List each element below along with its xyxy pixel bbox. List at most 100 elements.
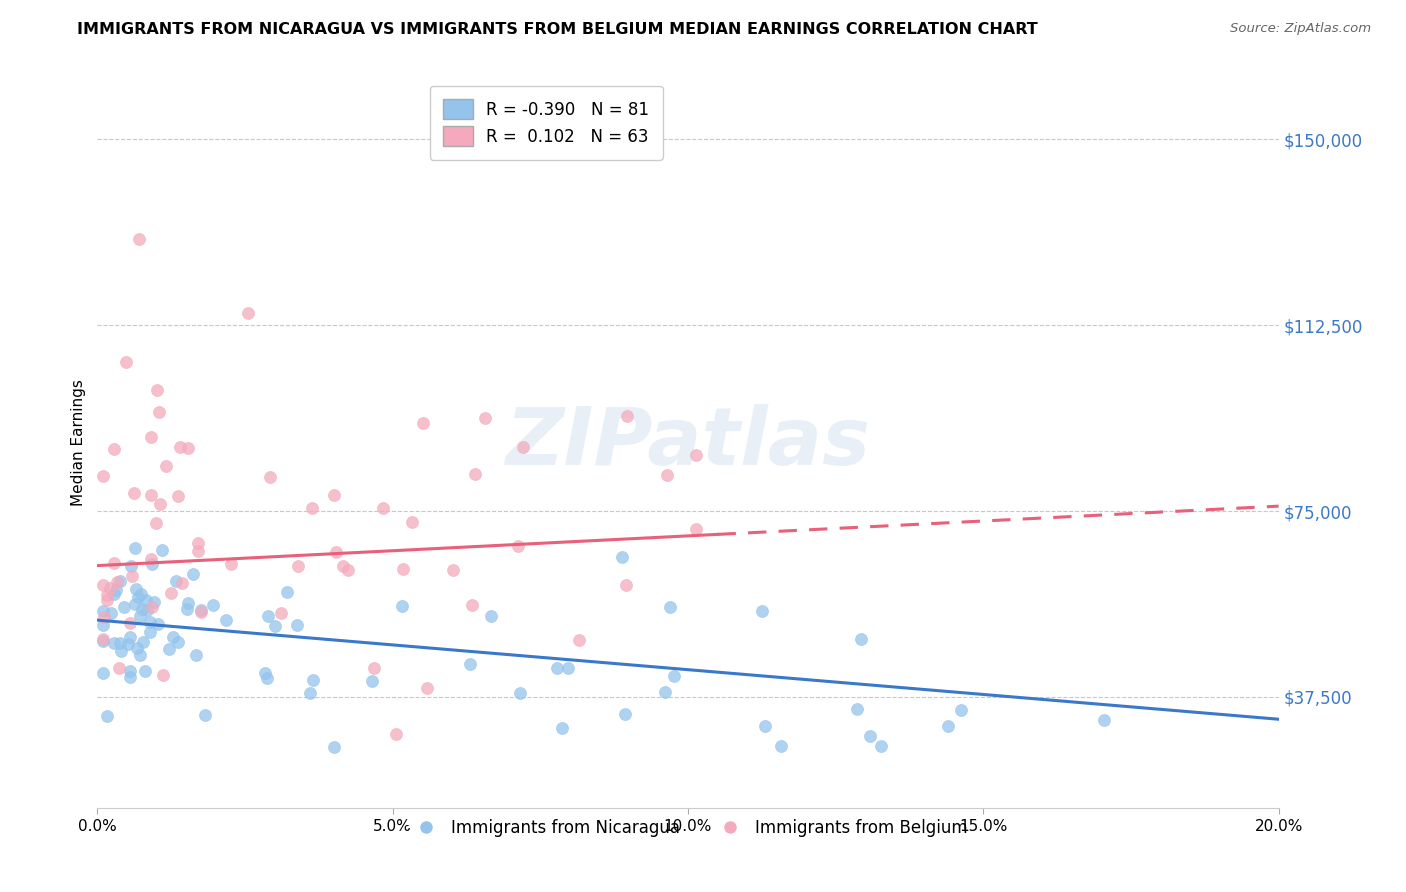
Point (238, 306, 260, 320)
Point (139, 488, 162, 502)
Point (616, 409, 638, 423)
Point (187, 536, 209, 550)
Point (167, 489, 190, 503)
Point (139, 552, 162, 566)
Point (219, 557, 242, 571)
Point (120, 630, 142, 644)
Point (141, 599, 163, 614)
Point (146, 616, 169, 631)
Text: IMMIGRANTS FROM NICARAGUA VS IMMIGRANTS FROM BELGIUM MEDIAN EARNINGS CORRELATION: IMMIGRANTS FROM NICARAGUA VS IMMIGRANTS … (77, 22, 1038, 37)
Point (103, 442, 125, 456)
Point (391, 599, 413, 614)
Point (125, 640, 148, 655)
Point (869, 739, 891, 753)
Point (769, 739, 792, 753)
Point (301, 673, 323, 688)
Point (91, 632, 114, 646)
Point (285, 618, 308, 632)
Point (287, 559, 309, 574)
Point (654, 685, 676, 699)
Point (190, 606, 212, 620)
Point (256, 671, 278, 685)
Point (298, 686, 321, 700)
Point (146, 383, 169, 397)
Point (110, 635, 132, 649)
Point (391, 561, 413, 575)
Point (479, 609, 502, 624)
Point (322, 488, 344, 502)
Point (259, 469, 281, 483)
Point (371, 500, 394, 515)
Point (110, 644, 132, 658)
Point (114, 355, 136, 369)
Point (155, 458, 177, 473)
Point (461, 598, 484, 612)
Point (91, 618, 114, 632)
Point (568, 633, 591, 648)
Point (112, 600, 135, 615)
Point (385, 727, 408, 741)
Point (91, 633, 114, 648)
Point (187, 544, 209, 558)
Point (135, 593, 157, 607)
Point (118, 664, 141, 678)
Point (157, 641, 180, 656)
Point (121, 569, 143, 583)
Point (256, 609, 278, 624)
Point (325, 544, 347, 558)
Point (91, 666, 114, 681)
Point (751, 604, 773, 618)
Point (104, 583, 127, 598)
Point (129, 587, 152, 601)
Point (105, 574, 128, 589)
Point (551, 721, 574, 735)
Point (91, 577, 114, 591)
Point (201, 598, 224, 612)
Point (91, 603, 114, 617)
Point (474, 411, 496, 425)
Point (149, 497, 172, 511)
Point (363, 661, 385, 675)
Point (91, 469, 114, 483)
Point (167, 634, 190, 648)
Point (509, 686, 531, 700)
Point (859, 729, 882, 743)
Point (416, 681, 439, 695)
Point (120, 670, 142, 684)
Point (129, 648, 152, 662)
Point (96, 592, 118, 607)
Point (614, 707, 637, 722)
Point (194, 708, 217, 723)
Point (127, 590, 149, 604)
Point (108, 574, 131, 588)
Point (181, 567, 204, 582)
Point (170, 576, 193, 591)
Point (108, 660, 131, 674)
Point (845, 702, 868, 716)
Point (662, 669, 685, 683)
Point (685, 448, 707, 462)
Point (458, 657, 481, 672)
Point (122, 485, 145, 500)
Point (135, 603, 157, 617)
Point (276, 585, 298, 599)
Point (128, 231, 150, 245)
Point (685, 523, 707, 537)
Point (1092, 714, 1115, 728)
Point (150, 542, 173, 557)
Point (117, 637, 139, 651)
Point (512, 441, 534, 455)
Text: Source: ZipAtlas.com: Source: ZipAtlas.com (1230, 22, 1371, 36)
Point (254, 666, 277, 681)
Point (98, 581, 121, 595)
Point (145, 516, 167, 531)
Point (125, 582, 148, 596)
Point (506, 539, 529, 553)
Point (184, 648, 207, 662)
Point (169, 440, 191, 454)
Point (96, 709, 118, 723)
Point (190, 603, 212, 617)
Point (557, 661, 579, 675)
Point (612, 549, 634, 564)
Point (936, 719, 959, 733)
